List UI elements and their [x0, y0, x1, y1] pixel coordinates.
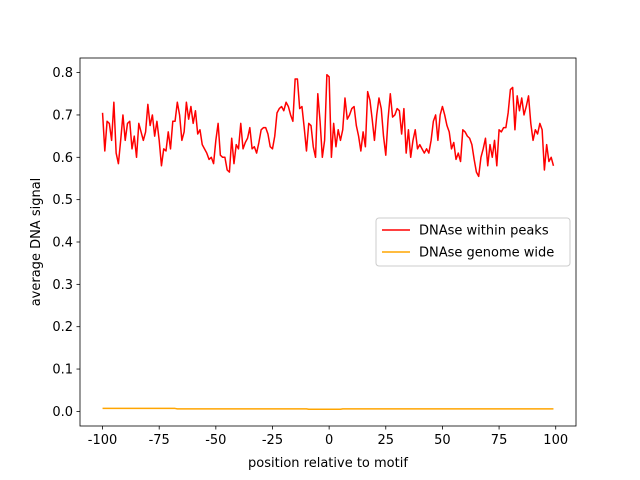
y-tick-label: 0.8	[52, 66, 73, 81]
line-series	[101, 73, 555, 178]
legend-label: DNAse within peaks	[419, 224, 549, 239]
x-tick-label: 0	[325, 433, 333, 448]
line-series	[102, 407, 554, 411]
x-tick-label: 25	[378, 433, 395, 448]
x-axis-label: position relative to motif	[248, 456, 408, 471]
y-axis-label: average DNA signal	[29, 178, 44, 307]
y-tick-label: 0.2	[52, 320, 73, 335]
x-tick-label: -25	[262, 433, 283, 448]
y-tick-label: 0.4	[52, 236, 73, 251]
x-tick-label: 100	[543, 433, 568, 448]
x-tick-label: 75	[491, 433, 508, 448]
y-tick-label: 0.5	[52, 193, 73, 208]
y-tick-label: 0.0	[52, 405, 73, 420]
x-tick-label: -50	[205, 433, 226, 448]
y-tick-label: 0.1	[52, 363, 73, 378]
plot-frame	[79, 57, 577, 427]
y-tick-label: 0.3	[52, 278, 73, 293]
legend-label: DNAse genome wide	[419, 246, 554, 261]
x-tick-label: -100	[88, 433, 118, 448]
legend-box	[375, 217, 571, 267]
x-tick-label: -75	[149, 433, 170, 448]
x-tick-label: 50	[434, 433, 451, 448]
y-tick-label: 0.7	[52, 108, 73, 123]
y-tick-label: 0.6	[52, 151, 73, 166]
legend: DNAse within peaks DNAse genome wide	[375, 217, 571, 267]
